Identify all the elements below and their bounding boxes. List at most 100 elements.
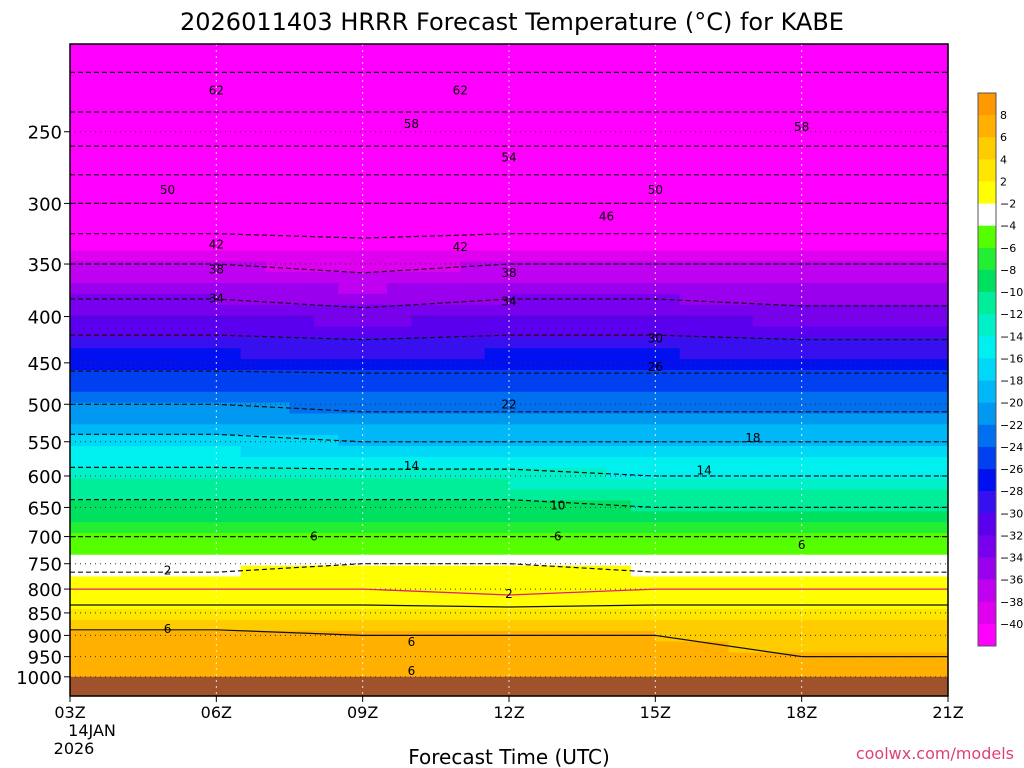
field-cell <box>118 424 144 436</box>
colorbar-label: −10 <box>1000 286 1023 299</box>
colorbar-label: −20 <box>1000 397 1023 410</box>
field-cell <box>70 478 95 491</box>
field-cell <box>167 446 193 458</box>
field-cell <box>94 554 120 567</box>
field-cell <box>777 152 803 165</box>
field-cell <box>679 663 705 675</box>
contour-label: 6 <box>164 622 172 636</box>
field-cell <box>923 554 949 567</box>
field-cell <box>411 587 437 599</box>
field-cell <box>874 44 900 56</box>
field-cell <box>191 489 217 501</box>
field-cell <box>752 337 778 349</box>
field-cell <box>606 467 632 480</box>
field-cell <box>338 141 364 154</box>
field-cell <box>191 163 217 175</box>
field-cell <box>509 228 534 241</box>
field-cell <box>118 65 144 78</box>
field-cell <box>704 130 730 143</box>
contour-label: 50 <box>648 183 663 197</box>
field-cell <box>289 370 315 382</box>
field-cell <box>509 359 534 371</box>
field-cell <box>484 65 510 78</box>
field-cell <box>826 500 852 512</box>
field-cell <box>484 217 510 230</box>
field-cell <box>435 467 461 480</box>
field-cell <box>460 630 486 643</box>
field-cell <box>826 522 852 534</box>
field-cell <box>460 533 486 545</box>
field-cell <box>533 250 559 262</box>
field-cell <box>728 130 754 143</box>
field-cell <box>94 163 120 175</box>
field-cell <box>94 272 120 284</box>
field-cell <box>411 76 437 89</box>
field-cell <box>143 120 169 132</box>
field-cell <box>728 598 754 610</box>
field-cell <box>94 141 120 154</box>
field-cell <box>338 87 364 99</box>
field-cell <box>265 283 291 295</box>
field-cell <box>118 250 144 262</box>
field-cell <box>435 239 461 252</box>
field-cell <box>899 207 925 219</box>
field-cell <box>582 141 608 154</box>
field-cell <box>704 326 730 338</box>
field-cell <box>630 120 656 132</box>
field-cell <box>826 130 852 143</box>
field-cell <box>777 467 803 480</box>
field-cell <box>460 283 486 295</box>
field-cell <box>362 109 388 121</box>
field-cell <box>70 239 95 252</box>
field-cell <box>826 65 852 78</box>
field-cell <box>460 370 486 382</box>
field-cell <box>94 109 120 121</box>
field-cell <box>143 533 169 545</box>
field-cell <box>899 54 925 67</box>
contour-label: 6 <box>408 635 416 649</box>
field-cell <box>362 456 388 469</box>
field-cell <box>850 402 876 415</box>
field-cell <box>899 272 925 284</box>
field-cell <box>313 163 339 175</box>
field-cell <box>533 543 559 556</box>
field-cell <box>874 217 900 230</box>
colorbar-swatch <box>978 579 996 603</box>
field-cell <box>313 65 339 78</box>
field-cell <box>240 163 266 175</box>
field-cell <box>704 630 730 643</box>
field-cell <box>630 54 656 67</box>
field-cell <box>557 402 583 415</box>
field-cell <box>411 228 437 241</box>
field-cell <box>704 120 730 132</box>
field-cell <box>216 98 242 110</box>
field-cell <box>655 98 681 110</box>
field-cell <box>435 413 461 425</box>
field-cell <box>557 359 583 371</box>
field-cell <box>387 565 413 578</box>
field-cell <box>752 435 778 447</box>
field-cell <box>240 152 266 165</box>
field-cell <box>923 239 949 252</box>
field-cell <box>313 174 339 186</box>
field-cell <box>850 250 876 262</box>
field-cell <box>94 326 120 338</box>
colorbar-label: −30 <box>1000 507 1023 520</box>
field-cell <box>801 44 827 56</box>
field-cell <box>874 98 900 110</box>
field-cell <box>752 44 778 56</box>
field-cell <box>582 326 608 338</box>
field-cell <box>240 87 266 99</box>
field-cell <box>143 98 169 110</box>
field-cell <box>533 109 559 121</box>
field-cell <box>704 217 730 230</box>
field-cell <box>143 163 169 175</box>
field-cell <box>582 424 608 436</box>
field-cell <box>509 511 534 523</box>
field-cell <box>167 228 193 241</box>
field-cell <box>265 446 291 458</box>
field-cell <box>557 413 583 425</box>
field-cell <box>752 293 778 306</box>
field-cell <box>874 543 900 556</box>
field-cell <box>557 478 583 491</box>
